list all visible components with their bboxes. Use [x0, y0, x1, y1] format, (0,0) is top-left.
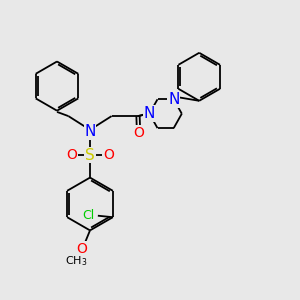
Text: S: S: [85, 148, 95, 163]
Text: O: O: [103, 148, 114, 162]
Text: Cl: Cl: [83, 209, 95, 222]
Text: O: O: [66, 148, 77, 162]
Text: O: O: [133, 126, 144, 140]
Text: N: N: [144, 106, 155, 121]
Text: N: N: [168, 92, 179, 107]
Text: N: N: [84, 124, 96, 139]
Text: CH$_3$: CH$_3$: [65, 255, 87, 268]
Text: O: O: [76, 242, 87, 256]
